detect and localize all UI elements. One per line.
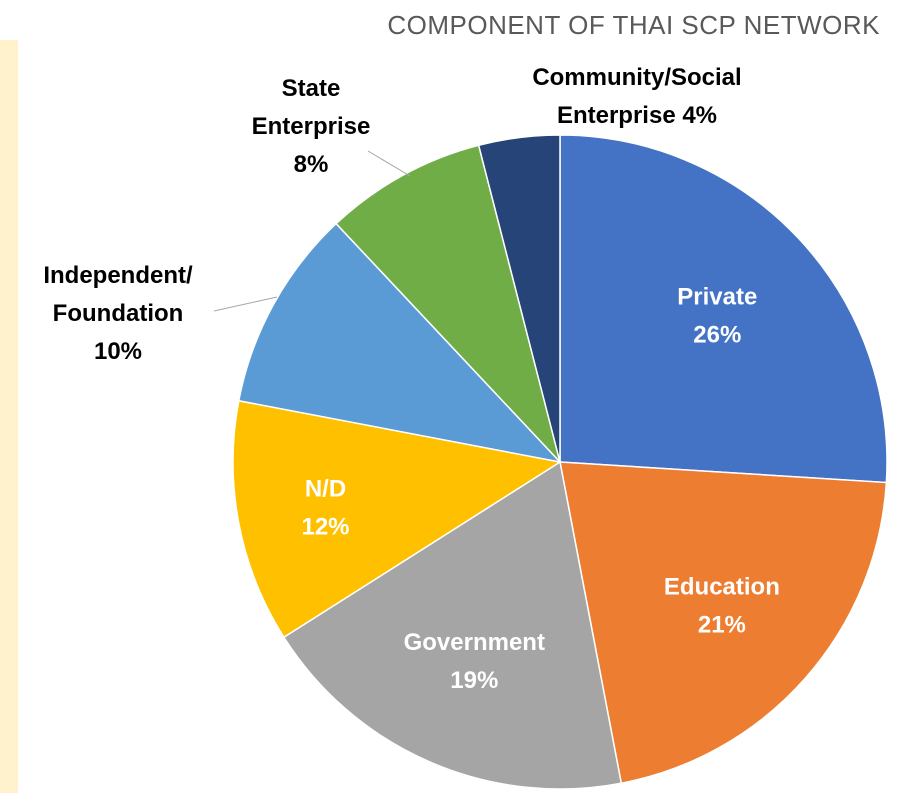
slice-label-education: Education 21% bbox=[664, 574, 780, 639]
slice-label-line: 8% bbox=[294, 151, 329, 178]
slice-label-state-enterprise: State Enterprise 8% bbox=[252, 75, 371, 178]
slice-label-line: Community/Social bbox=[532, 64, 741, 91]
leader-line-independent-foundation bbox=[213, 296, 278, 312]
pie-slice-independent-foundation bbox=[237, 222, 563, 464]
pie-slice-education bbox=[559, 461, 888, 785]
slice-label-line: Enterprise 4% bbox=[557, 102, 717, 129]
slice-label-line: N/D bbox=[305, 476, 346, 503]
slice-label-private: Private 26% bbox=[677, 283, 757, 348]
slice-label-line: Independent/ bbox=[43, 262, 193, 289]
pie-slice-state-enterprise bbox=[335, 144, 561, 463]
pie-slice-n-d bbox=[232, 399, 563, 639]
slice-label-line: Foundation bbox=[53, 300, 184, 327]
slice-label-line: Government bbox=[404, 629, 545, 656]
slice-label-independent-foundation: Independent/Foundation 10% bbox=[43, 262, 193, 365]
slice-label-line: Private bbox=[677, 283, 757, 310]
chart-title: COMPONENT OF THAI SCP NETWORK bbox=[387, 10, 880, 40]
slice-labels: Private 26% Education 21% Government 19% N/D 12… bbox=[43, 64, 780, 694]
pie-slice-private bbox=[559, 134, 888, 484]
slice-label-government: Government 19% bbox=[404, 629, 545, 694]
leader-lines bbox=[213, 150, 411, 312]
slice-label-n-d: N/D 12% bbox=[301, 476, 349, 541]
slice-label-line: Education bbox=[664, 574, 780, 601]
pie-slice-government bbox=[282, 460, 623, 790]
slice-label-line: 10% bbox=[94, 338, 142, 365]
leader-line-state-enterprise bbox=[367, 150, 411, 177]
slice-label-line: 26% bbox=[693, 321, 741, 348]
slice-label-line: 12% bbox=[301, 514, 349, 541]
slice-label-community-social-enterprise: Community/Social Enterprise 4% bbox=[532, 64, 741, 129]
left-side-panel bbox=[0, 40, 18, 793]
slice-label-line: Enterprise bbox=[252, 113, 371, 140]
slice-label-line: State bbox=[282, 75, 341, 102]
pie-slice-community-social-enterprise bbox=[477, 134, 561, 463]
slice-label-line: 21% bbox=[698, 612, 746, 639]
pie-slices bbox=[232, 134, 888, 790]
slice-label-line: 19% bbox=[450, 667, 498, 694]
